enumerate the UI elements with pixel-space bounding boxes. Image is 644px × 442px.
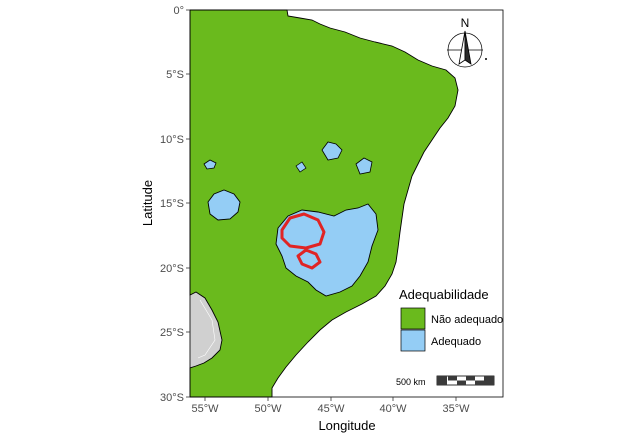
legend-swatch-not-suitable: [400, 307, 426, 330]
border-line: [197, 299, 216, 359]
legend-label-suitable: Adequado: [431, 336, 481, 348]
x-tick-label: 50°W: [254, 403, 282, 415]
x-tick-label: 40°W: [379, 403, 407, 415]
legend-swatch-suitable: [400, 329, 426, 352]
scale-bar-label: 500 km: [396, 377, 426, 387]
y-axis-title: Latitude: [140, 180, 155, 226]
scale-bar: 500 km: [396, 375, 495, 387]
suitable-area-central: [275, 203, 379, 297]
north-label: N: [461, 16, 470, 30]
x-tick-label: 35°W: [442, 403, 470, 415]
suitable-patch-small: [295, 161, 307, 173]
suitable-area-west: [207, 189, 241, 221]
x-tick-label: 55°W: [191, 403, 219, 415]
y-axis-ticks: [186, 9, 190, 398]
study-area-outline-north: [280, 212, 326, 250]
y-tick-label: 30°S: [160, 392, 184, 404]
north-arrow-icon: N: [447, 16, 487, 68]
suitable-patch-northeast: [355, 157, 373, 175]
legend-title: Adequabilidade: [399, 287, 489, 302]
study-area-outline-south: [296, 248, 322, 270]
y-tick-label: 0°: [173, 5, 184, 17]
legend-label-not-suitable: Não adequado: [431, 314, 503, 326]
y-tick-label: 25°S: [160, 327, 184, 339]
x-tick-label: 45°W: [317, 403, 345, 415]
not-suitable-region: [189, 9, 459, 398]
panel-border: [189, 9, 504, 398]
suitable-patch-northwest: [203, 159, 217, 170]
legend: Adequabilidade Não adequado Adequado: [399, 287, 503, 352]
y-tick-label: 15°S: [160, 198, 184, 210]
suitable-patch-north: [321, 141, 343, 161]
y-tick-label: 5°S: [166, 69, 184, 81]
y-tick-label: 20°S: [160, 263, 184, 275]
x-axis-ticks: [204, 397, 457, 401]
x-axis-title: Longitude: [318, 418, 375, 433]
y-tick-label: 10°S: [160, 134, 184, 146]
